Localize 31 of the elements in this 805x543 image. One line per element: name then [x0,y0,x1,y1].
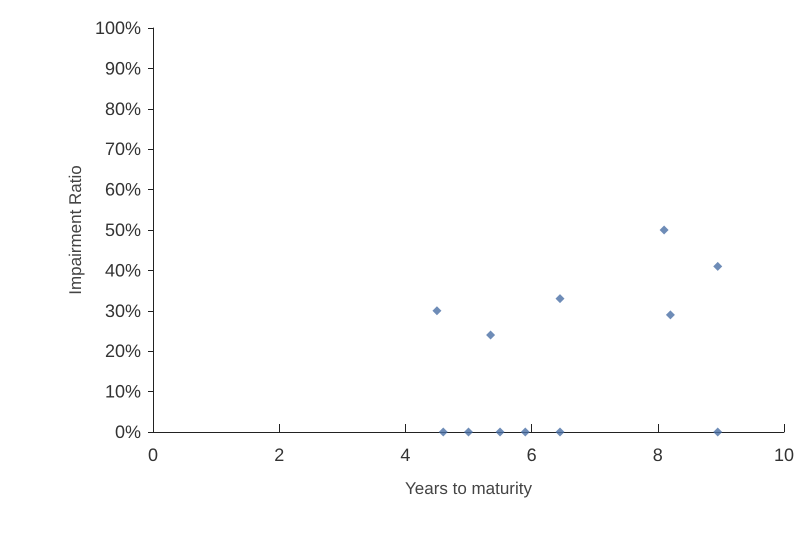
y-tick-label: 100% [94,18,141,38]
point [713,262,722,271]
point [464,428,473,436]
y-tick-label: 70% [104,139,141,160]
point [496,428,505,436]
x-tick-label: 0 [148,445,158,465]
point [555,294,564,304]
x-tick-label: 8 [652,445,663,465]
y-tick-label: 40% [104,260,141,280]
x-tick-label: 2 [274,445,284,465]
y-tick-label: 30% [104,300,141,321]
y-axis-title: Impairment Ratio [66,165,86,295]
y-tick-label: 90% [104,58,141,78]
point [432,306,442,316]
y-tick-label: 10% [104,382,141,402]
y-tick-label: 50% [104,220,141,240]
x-tick-label: 10 [774,445,794,465]
point [713,428,722,436]
x-axis-title: Years to maturity [405,479,532,498]
y-tick-label: 60% [104,180,141,200]
x-tick-label: 4 [400,445,410,465]
y-tick-label: 0% [114,422,141,442]
point [520,428,530,436]
point [486,330,496,340]
point [660,226,669,234]
point [555,428,564,436]
x-tick-label: 6 [526,445,537,465]
y-tick-label: 80% [104,98,141,119]
y-tick-label: 20% [104,341,141,362]
point [438,428,448,436]
point [666,310,675,320]
